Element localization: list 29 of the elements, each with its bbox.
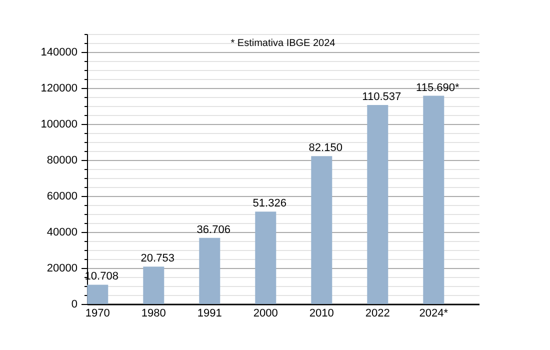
x-tick-label: 1980 <box>141 308 166 320</box>
bar <box>143 266 164 304</box>
data-label: 82.150 <box>308 142 342 154</box>
data-label: 20.753 <box>140 252 174 265</box>
y-tick-label: 20000 <box>46 262 78 274</box>
y-tick-label: 60000 <box>46 190 78 202</box>
data-label: 110.537 <box>362 91 402 104</box>
data-label: 51.326 <box>252 198 286 210</box>
data-label: 36.706 <box>196 224 230 236</box>
bar <box>367 105 388 304</box>
bar <box>199 238 220 304</box>
bar <box>311 156 332 304</box>
x-tick-label: 2010 <box>309 308 334 320</box>
x-tick-label: 1970 <box>85 308 110 320</box>
y-tick-label: 140000 <box>40 46 78 58</box>
annotation: * Estimativa IBGE 2024 <box>230 38 336 49</box>
bar <box>423 96 444 304</box>
data-label: 115.690* <box>416 82 460 94</box>
bar <box>87 284 108 304</box>
x-tick-label: 2024* <box>419 308 449 320</box>
y-tick-label: 100000 <box>40 118 78 130</box>
y-tick-label: 0 <box>71 298 78 310</box>
bar <box>255 212 276 304</box>
x-tick-label: 2022 <box>365 308 390 320</box>
x-tick-label: 1991 <box>197 308 222 320</box>
y-tick-label: 80000 <box>46 154 78 166</box>
y-tick-label: 40000 <box>46 226 78 238</box>
x-tick-label: 2000 <box>253 308 278 320</box>
y-tick-label: 120000 <box>40 82 78 94</box>
